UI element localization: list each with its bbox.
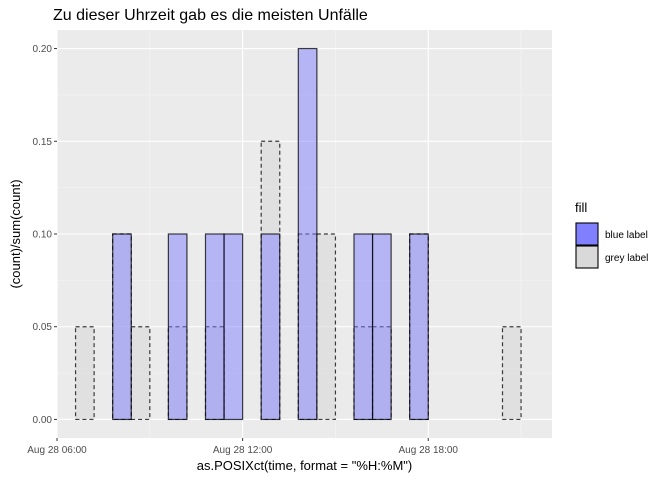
blue-label-bar <box>371 233 392 421</box>
x-axis-title: as.POSIXct(time, format = "%H:%M") <box>197 458 412 473</box>
grey-label-bar <box>501 326 522 421</box>
blue-label-bars <box>112 47 429 421</box>
blue-label-bar <box>223 233 244 421</box>
legend: fill blue label grey label <box>575 200 648 269</box>
blue-label-bar <box>297 47 318 421</box>
x-tick-label: Aug 28 18:00 <box>399 445 459 456</box>
y-axis: 0.00 0.05 0.10 0.15 0.20 <box>33 44 57 426</box>
legend-title: fill <box>575 200 587 215</box>
grey-label-bar <box>316 233 337 421</box>
y-tick-label: 0.10 <box>33 230 53 241</box>
blue-label-bar <box>353 233 374 421</box>
x-tick-label: Aug 28 12:00 <box>213 445 273 456</box>
y-tick-label: 0.00 <box>33 415 53 426</box>
blue-label-bar <box>167 233 188 421</box>
blue-label-bar <box>260 233 281 421</box>
x-axis: Aug 28 06:00 Aug 28 12:00 Aug 28 18:00 <box>27 438 458 456</box>
legend-label-blue: blue label <box>605 230 648 241</box>
grey-label-bar <box>130 326 151 421</box>
blue-label-bar <box>112 233 132 421</box>
grey-label-bar <box>74 326 95 421</box>
legend-key-grey <box>575 245 599 269</box>
y-tick-label: 0.20 <box>33 44 53 55</box>
y-tick-label: 0.15 <box>33 137 53 148</box>
y-axis-title: (count)/sum(count) <box>8 179 23 288</box>
chart-title: Zu dieser Uhrzeit gab es die meisten Unf… <box>53 7 368 24</box>
blue-label-bar <box>204 233 225 421</box>
y-tick-label: 0.05 <box>33 322 53 333</box>
blue-label-bar <box>409 233 429 421</box>
legend-label-grey: grey label <box>605 253 648 264</box>
legend-key-blue <box>575 222 599 246</box>
x-tick-label: Aug 28 06:00 <box>27 445 87 456</box>
